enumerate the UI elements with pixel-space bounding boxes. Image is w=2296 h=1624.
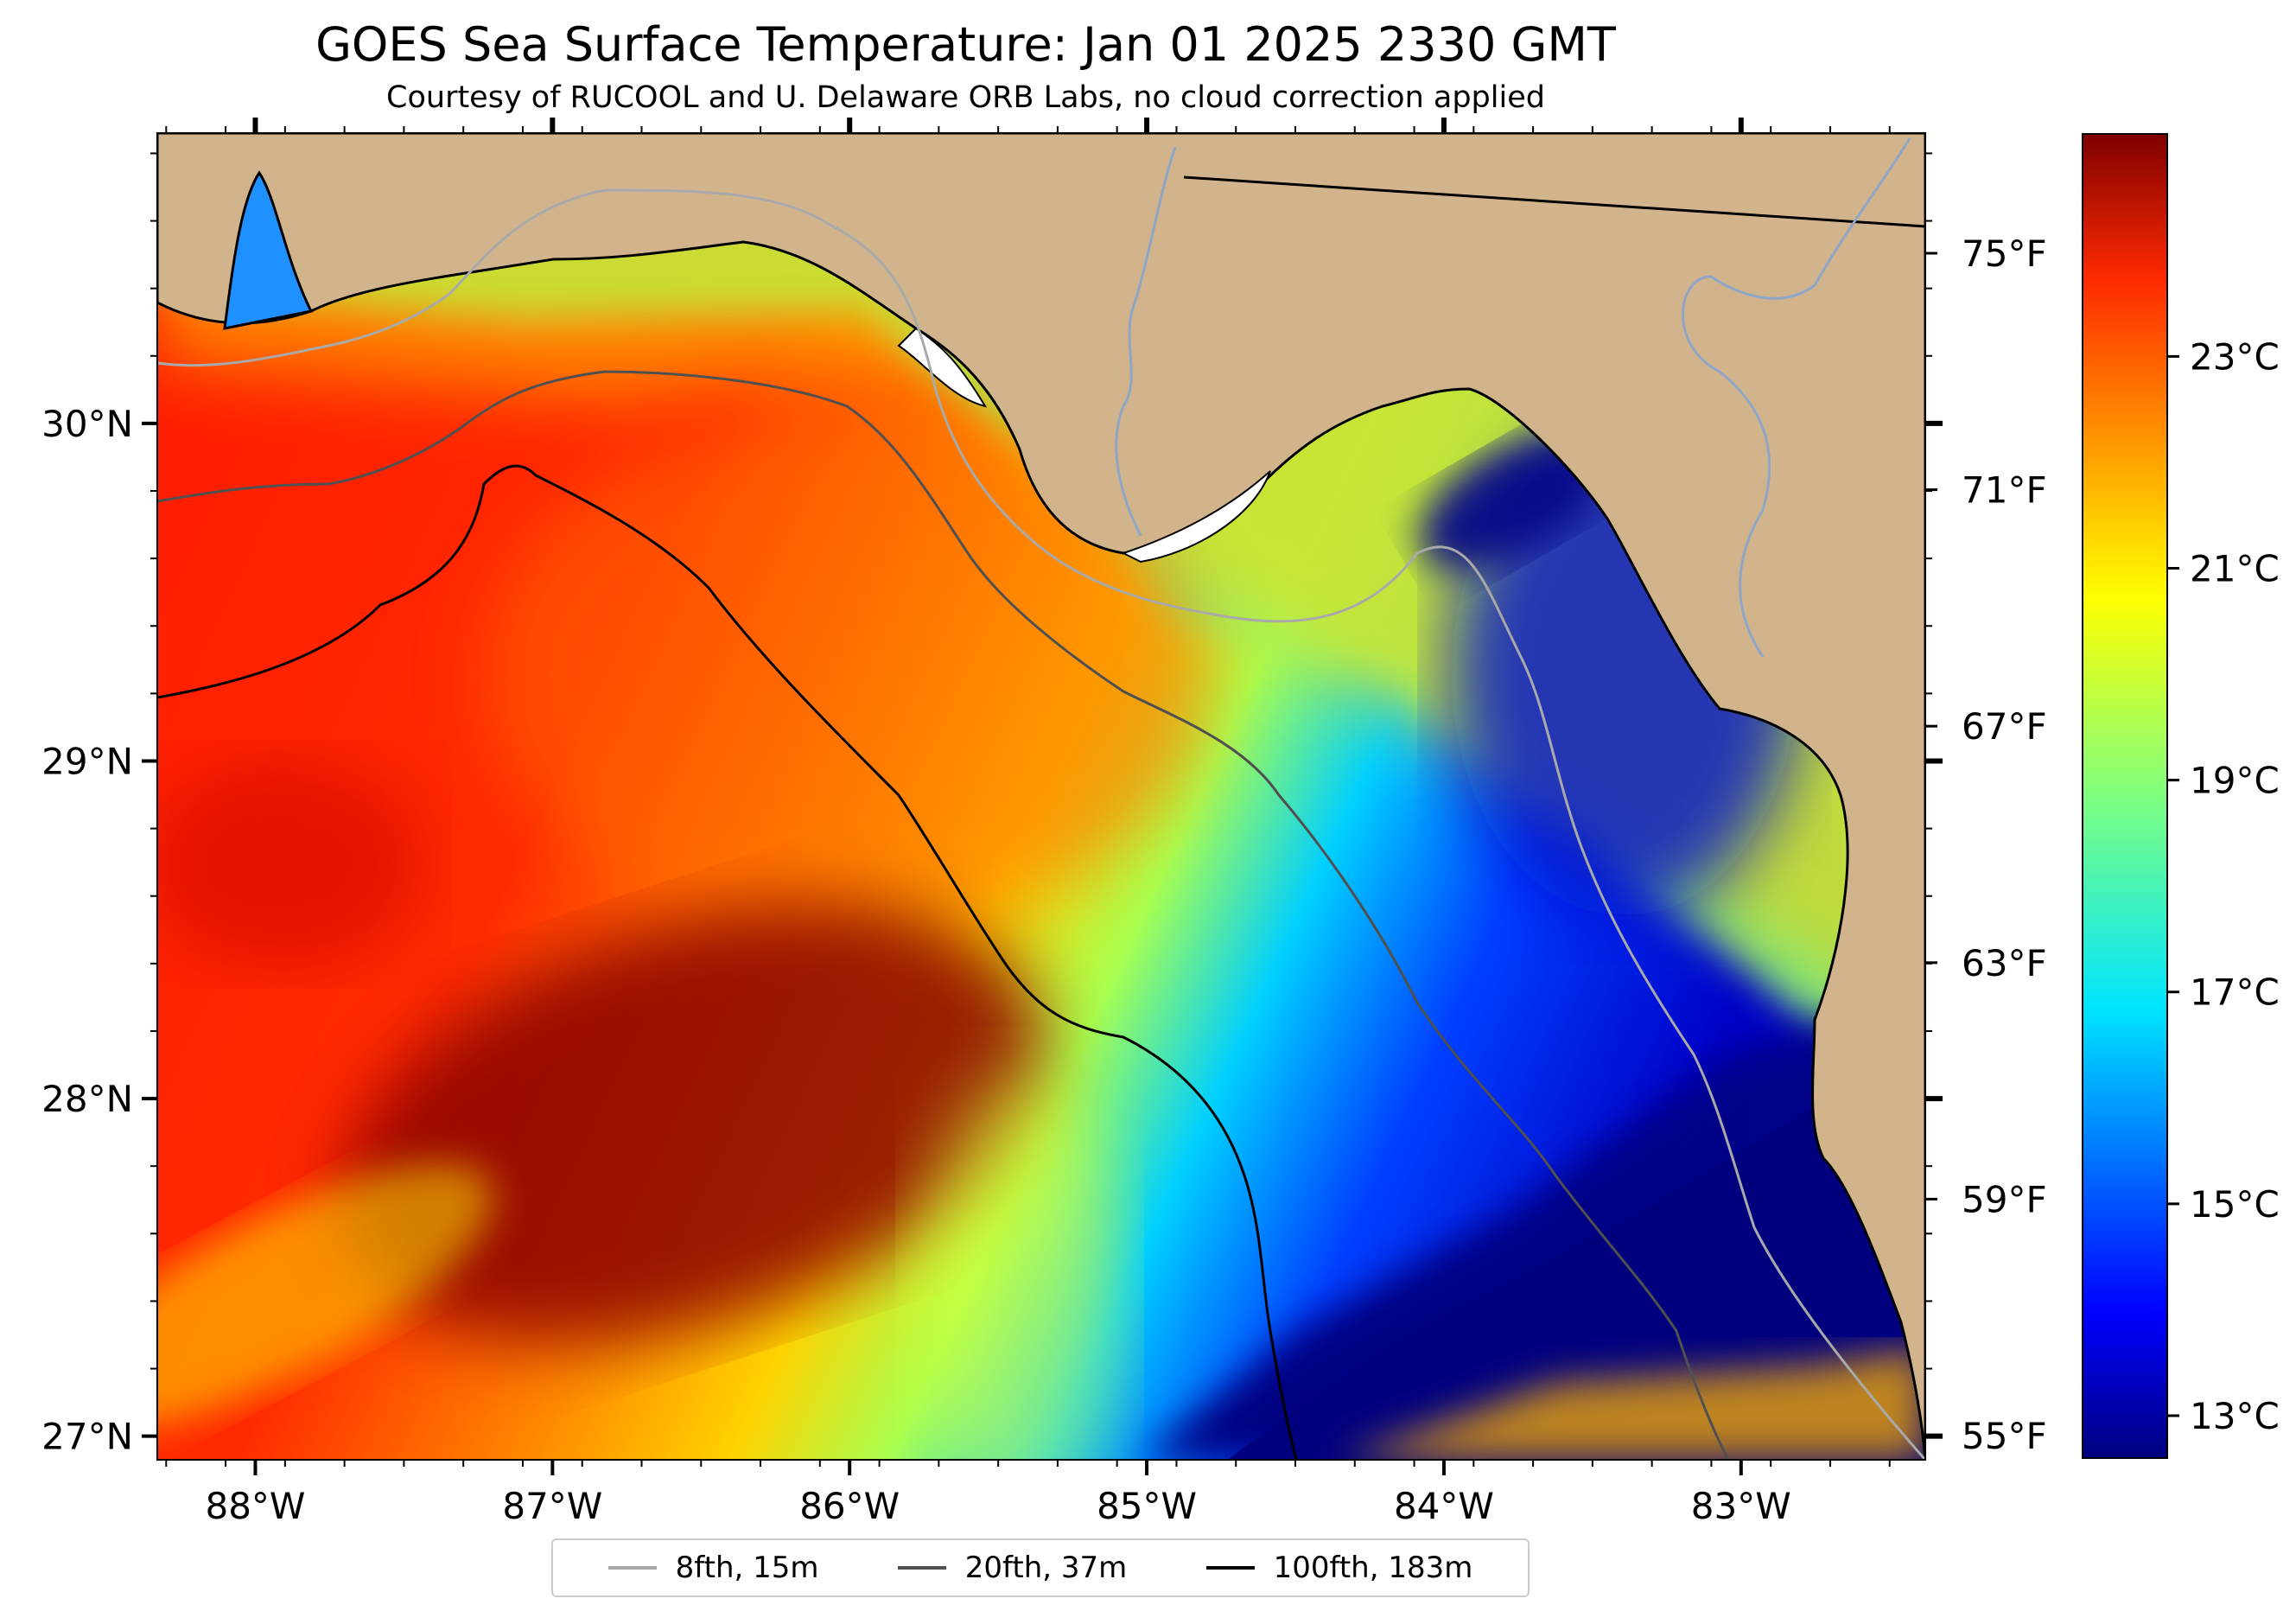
sst-south-warm-edge <box>1339 1348 1925 1460</box>
f-tick-label-1: 71°F <box>1962 469 2047 512</box>
legend-item-15m: 8fth, 15m <box>607 1551 819 1585</box>
c-tick-label-3: 17°C <box>2190 971 2280 1014</box>
legend-swatch-15m <box>607 1566 657 1570</box>
state-border <box>1183 175 1925 228</box>
f-tick-label-5: 55°F <box>1962 1415 2047 1457</box>
sst-cold-core <box>1227 1089 1925 1460</box>
c-tick-label-5: 13°C <box>2190 1395 2280 1437</box>
f-tick-label-2: 67°F <box>1962 705 2047 748</box>
isobath-legend: 8fth, 15m 20fth, 37m 100fth, 183m <box>551 1538 1530 1597</box>
longitude-axis: 88°W 87°W 86°W 85°W 84°W 83°W <box>165 118 1891 1527</box>
lon-tick-label-4: 84°W <box>1394 1485 1494 1527</box>
bay-cloud-gap <box>897 327 988 408</box>
land-mass <box>157 133 1925 1460</box>
legend-item-37m: 20fth, 37m <box>897 1551 1128 1585</box>
isobath-37m <box>157 370 1730 1460</box>
lon-tick-label-2: 86°W <box>799 1485 900 1527</box>
lat-tick-label-0: 30°N <box>41 403 133 445</box>
sst-bigbend-dark-streak <box>1418 432 1606 570</box>
lat-tick-label-1: 29°N <box>41 740 133 782</box>
f-tick-label-4: 59°F <box>1962 1178 2047 1220</box>
lat-tick-label-2: 28°N <box>41 1078 133 1120</box>
latitude-axis: 30°N 29°N 28°N 27°N <box>41 152 1943 1458</box>
colorbar-axis: 23°C 21°C 19°C 17°C 15°C 13°C <box>2167 335 2280 1437</box>
map-frame <box>156 132 1926 1461</box>
mobile-bay-water <box>223 170 314 330</box>
lon-tick-label-5: 83°W <box>1691 1485 1791 1527</box>
legend-label-183m: 100fth, 183m <box>1273 1551 1473 1585</box>
f-tick-label-0: 75°F <box>1962 232 2047 275</box>
colorbar <box>2082 133 2168 1459</box>
lon-tick-label-0: 88°W <box>205 1485 305 1527</box>
legend-item-183m: 100fth, 183m <box>1205 1551 1473 1585</box>
lon-tick-label-1: 87°W <box>502 1485 602 1527</box>
sst-warm-core <box>340 903 1042 1344</box>
c-tick-label-1: 21°C <box>2190 547 2280 589</box>
sst-sw-streak <box>157 1163 493 1430</box>
legend-swatch-183m <box>1205 1566 1255 1570</box>
map-title: GOES Sea Surface Temperature: Jan 01 202… <box>315 17 1616 72</box>
river-suwannee <box>1682 137 1911 658</box>
c-tick-label-4: 15°C <box>2190 1183 2280 1226</box>
isobath-183m <box>157 464 1298 1460</box>
isobath-15m <box>157 188 1925 1460</box>
f-tick-label-3: 63°F <box>1962 942 2047 984</box>
legend-label-15m: 8fth, 15m <box>675 1551 819 1585</box>
legend-swatch-37m <box>897 1566 946 1570</box>
lat-tick-label-3: 27°N <box>41 1416 133 1458</box>
sst-field <box>157 133 1925 1460</box>
legend-label-37m: 20fth, 37m <box>964 1551 1128 1585</box>
map-subtitle: Courtesy of RUCOOL and U. Delaware ORB L… <box>386 80 1545 115</box>
sst-west-warm <box>157 761 423 968</box>
apalachicola-gap <box>1121 470 1271 564</box>
c-tick-label-0: 23°C <box>2190 335 2280 378</box>
sst-mid-streak <box>916 1072 1123 1460</box>
fahrenheit-axis: 75°F 71°F 67°F 63°F 59°F 55°F <box>1925 232 2047 1457</box>
river-apalachicola <box>1115 146 1177 537</box>
sst-warm-orange <box>484 415 1210 933</box>
c-tick-label-2: 19°C <box>2190 760 2280 802</box>
lon-tick-label-3: 85°W <box>1097 1485 1197 1527</box>
